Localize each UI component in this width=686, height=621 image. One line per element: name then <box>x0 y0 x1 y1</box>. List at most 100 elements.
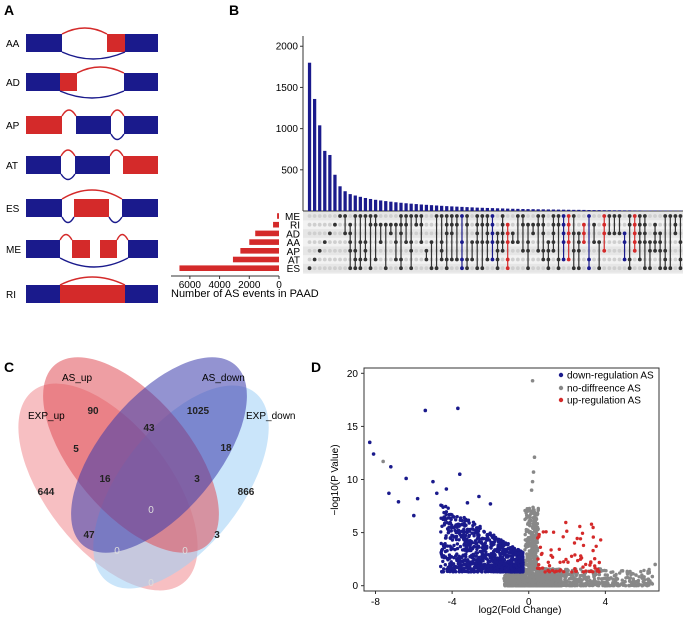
volcano-point <box>537 563 541 567</box>
intersection-bar <box>384 201 388 211</box>
upset-y-tick-label: 2000 <box>276 42 299 53</box>
volcano-point <box>614 576 618 581</box>
intersection-bar <box>617 210 622 211</box>
intersection-bar <box>394 202 398 211</box>
matrix-dot-active <box>327 231 332 236</box>
intersection-bar <box>628 210 632 211</box>
matrix-dot <box>515 248 520 253</box>
volcano-point <box>508 546 512 550</box>
matrix-dot <box>622 222 627 227</box>
intersection-bar <box>470 207 474 211</box>
volcano-point <box>515 570 519 574</box>
venn-count-as-up-exp-down: 3 <box>214 530 220 541</box>
matrix-dot <box>536 257 541 262</box>
matrix-dot-active <box>551 248 556 253</box>
volcano-point <box>472 570 476 574</box>
matrix-dot <box>338 248 342 253</box>
volcano-point <box>578 537 583 541</box>
volcano-point <box>639 569 643 574</box>
volcano-point <box>468 548 472 553</box>
volcano-point <box>581 565 585 569</box>
volcano-point-outlier <box>531 470 536 474</box>
volcano-point <box>611 570 615 574</box>
volcano-point <box>640 583 644 588</box>
set-label-me: ME <box>285 212 300 223</box>
matrix-dot <box>307 222 312 227</box>
volcano-point <box>564 557 568 562</box>
volcano-point <box>575 536 579 541</box>
mutually-exclusive-exon <box>72 240 90 258</box>
volcano-point <box>474 551 478 555</box>
volcano-point <box>491 569 495 574</box>
matrix-dot <box>551 257 556 262</box>
volcano-point <box>523 573 527 577</box>
matrix-dot <box>322 266 327 271</box>
volcano-point <box>442 545 447 550</box>
matrix-dot <box>383 214 388 218</box>
volcano-point <box>564 567 568 572</box>
matrix-dot <box>485 266 490 271</box>
volcano-point <box>576 558 580 563</box>
intersection-bar <box>465 207 469 211</box>
matrix-dot <box>343 248 348 253</box>
matrix-dot <box>333 266 337 271</box>
volcano-point <box>625 570 629 575</box>
volcano-point <box>500 565 504 569</box>
set-size-tick-label: 4000 <box>208 280 231 291</box>
matrix-dot <box>510 214 515 218</box>
venn-count-exp-up-as-down-exp-down: 0 <box>114 546 120 557</box>
volcano-point-outlier <box>465 501 470 505</box>
matrix-dot <box>597 214 602 218</box>
volcano-point <box>545 579 550 583</box>
volcano-point <box>509 577 513 581</box>
volcano-point <box>443 563 447 567</box>
volcano-point <box>478 524 482 529</box>
volcano-point <box>533 549 538 554</box>
volcano-point <box>603 583 607 588</box>
volcano-point <box>646 577 650 581</box>
intersection-bar <box>546 209 550 211</box>
volcano-point-outlier <box>412 513 416 518</box>
volcano-point <box>454 530 458 535</box>
volcano-point <box>465 527 470 531</box>
volcano-point <box>463 547 467 551</box>
volcano-point <box>534 511 539 515</box>
volcano-y-tick-label: 5 <box>352 528 358 539</box>
matrix-dot <box>612 266 617 271</box>
matrix-dot <box>607 240 612 245</box>
matrix-dot-active <box>632 248 637 253</box>
volcano-point <box>513 552 517 556</box>
volcano-point <box>504 553 508 557</box>
volcano-point <box>604 576 608 581</box>
intersection-bar <box>577 209 581 211</box>
volcano-point <box>441 559 445 564</box>
volcano-point <box>476 568 481 572</box>
volcano-point <box>489 546 493 550</box>
volcano-point-outlier <box>404 476 408 481</box>
volcano-point <box>462 531 466 535</box>
volcano-point <box>536 572 540 576</box>
volcano-point <box>526 572 530 576</box>
volcano-point <box>573 553 577 557</box>
intersection-bar <box>373 199 378 211</box>
volcano-point <box>548 582 553 587</box>
volcano-point <box>531 547 535 551</box>
volcano-point <box>529 518 533 523</box>
matrix-dot <box>317 257 322 262</box>
event-label-me: ME <box>6 245 21 256</box>
volcano-y-tick-label: 0 <box>352 581 358 592</box>
matrix-dot <box>495 222 500 227</box>
intersection-bar <box>587 210 591 211</box>
volcano-point <box>604 581 609 585</box>
volcano-point <box>458 562 463 566</box>
volcano-point <box>452 543 456 548</box>
matrix-dot <box>653 257 657 262</box>
intersection-bar <box>333 174 337 211</box>
volcano-point <box>442 515 446 519</box>
matrix-dot <box>327 214 332 218</box>
venn-count-as-down-exp-down: 18 <box>220 443 232 454</box>
intersection-bar <box>348 194 352 211</box>
volcano-x-tick-label: -4 <box>448 597 457 608</box>
volcano-point <box>596 576 601 581</box>
matrix-dot <box>510 222 515 227</box>
